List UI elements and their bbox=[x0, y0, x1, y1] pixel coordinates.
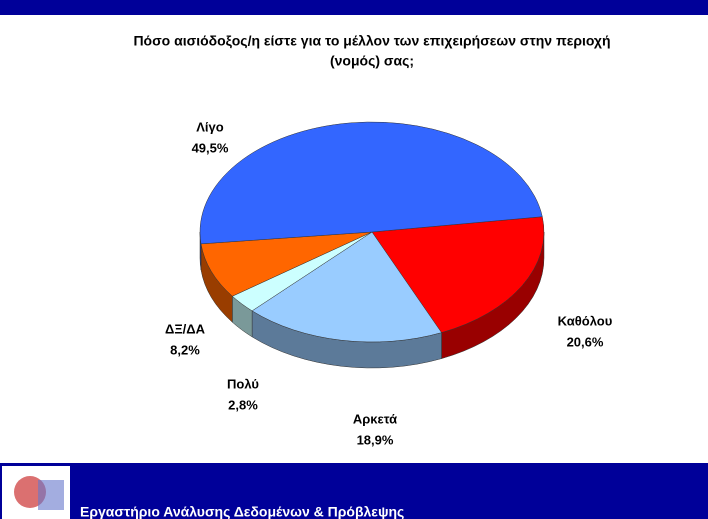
chart-title: (νομός) σας; bbox=[330, 53, 414, 69]
slice bbox=[199, 121, 543, 245]
slice bbox=[251, 231, 442, 343]
pie: Καθόλου 20,6% Αρκετά 18,9% Πολύ 2,8% ΔΞ/ΔΑ 8,2%… bbox=[165, 119, 613, 447]
footer-bar bbox=[0, 463, 708, 519]
slice-label: Αρκετά bbox=[353, 411, 397, 426]
slice-value-label: 49,5% bbox=[192, 140, 229, 155]
slice-label: Λίγο bbox=[196, 119, 224, 134]
footer-text: Εργαστήριο Ανάλυσης Δεδομένων & Πρόβλεψη… bbox=[80, 504, 404, 519]
logo-flag bbox=[38, 480, 64, 510]
top-bar bbox=[0, 0, 708, 15]
slice-label: ΔΞ/ΔΑ bbox=[165, 321, 206, 336]
chart-title: Πόσο αισιόδοξος/η είστε για το μέλλον τω… bbox=[133, 33, 610, 49]
slice-value-label: 2,8% bbox=[228, 397, 258, 412]
slice-value-label: 20,6% bbox=[567, 334, 604, 349]
slice-value-label: 18,9% bbox=[357, 432, 394, 447]
slice bbox=[371, 216, 545, 333]
slice-label: Καθόλου bbox=[558, 313, 613, 328]
slice-value-label: 8,2% bbox=[170, 342, 200, 357]
slice-label: Πολύ bbox=[227, 376, 259, 391]
slice bbox=[200, 231, 373, 297]
